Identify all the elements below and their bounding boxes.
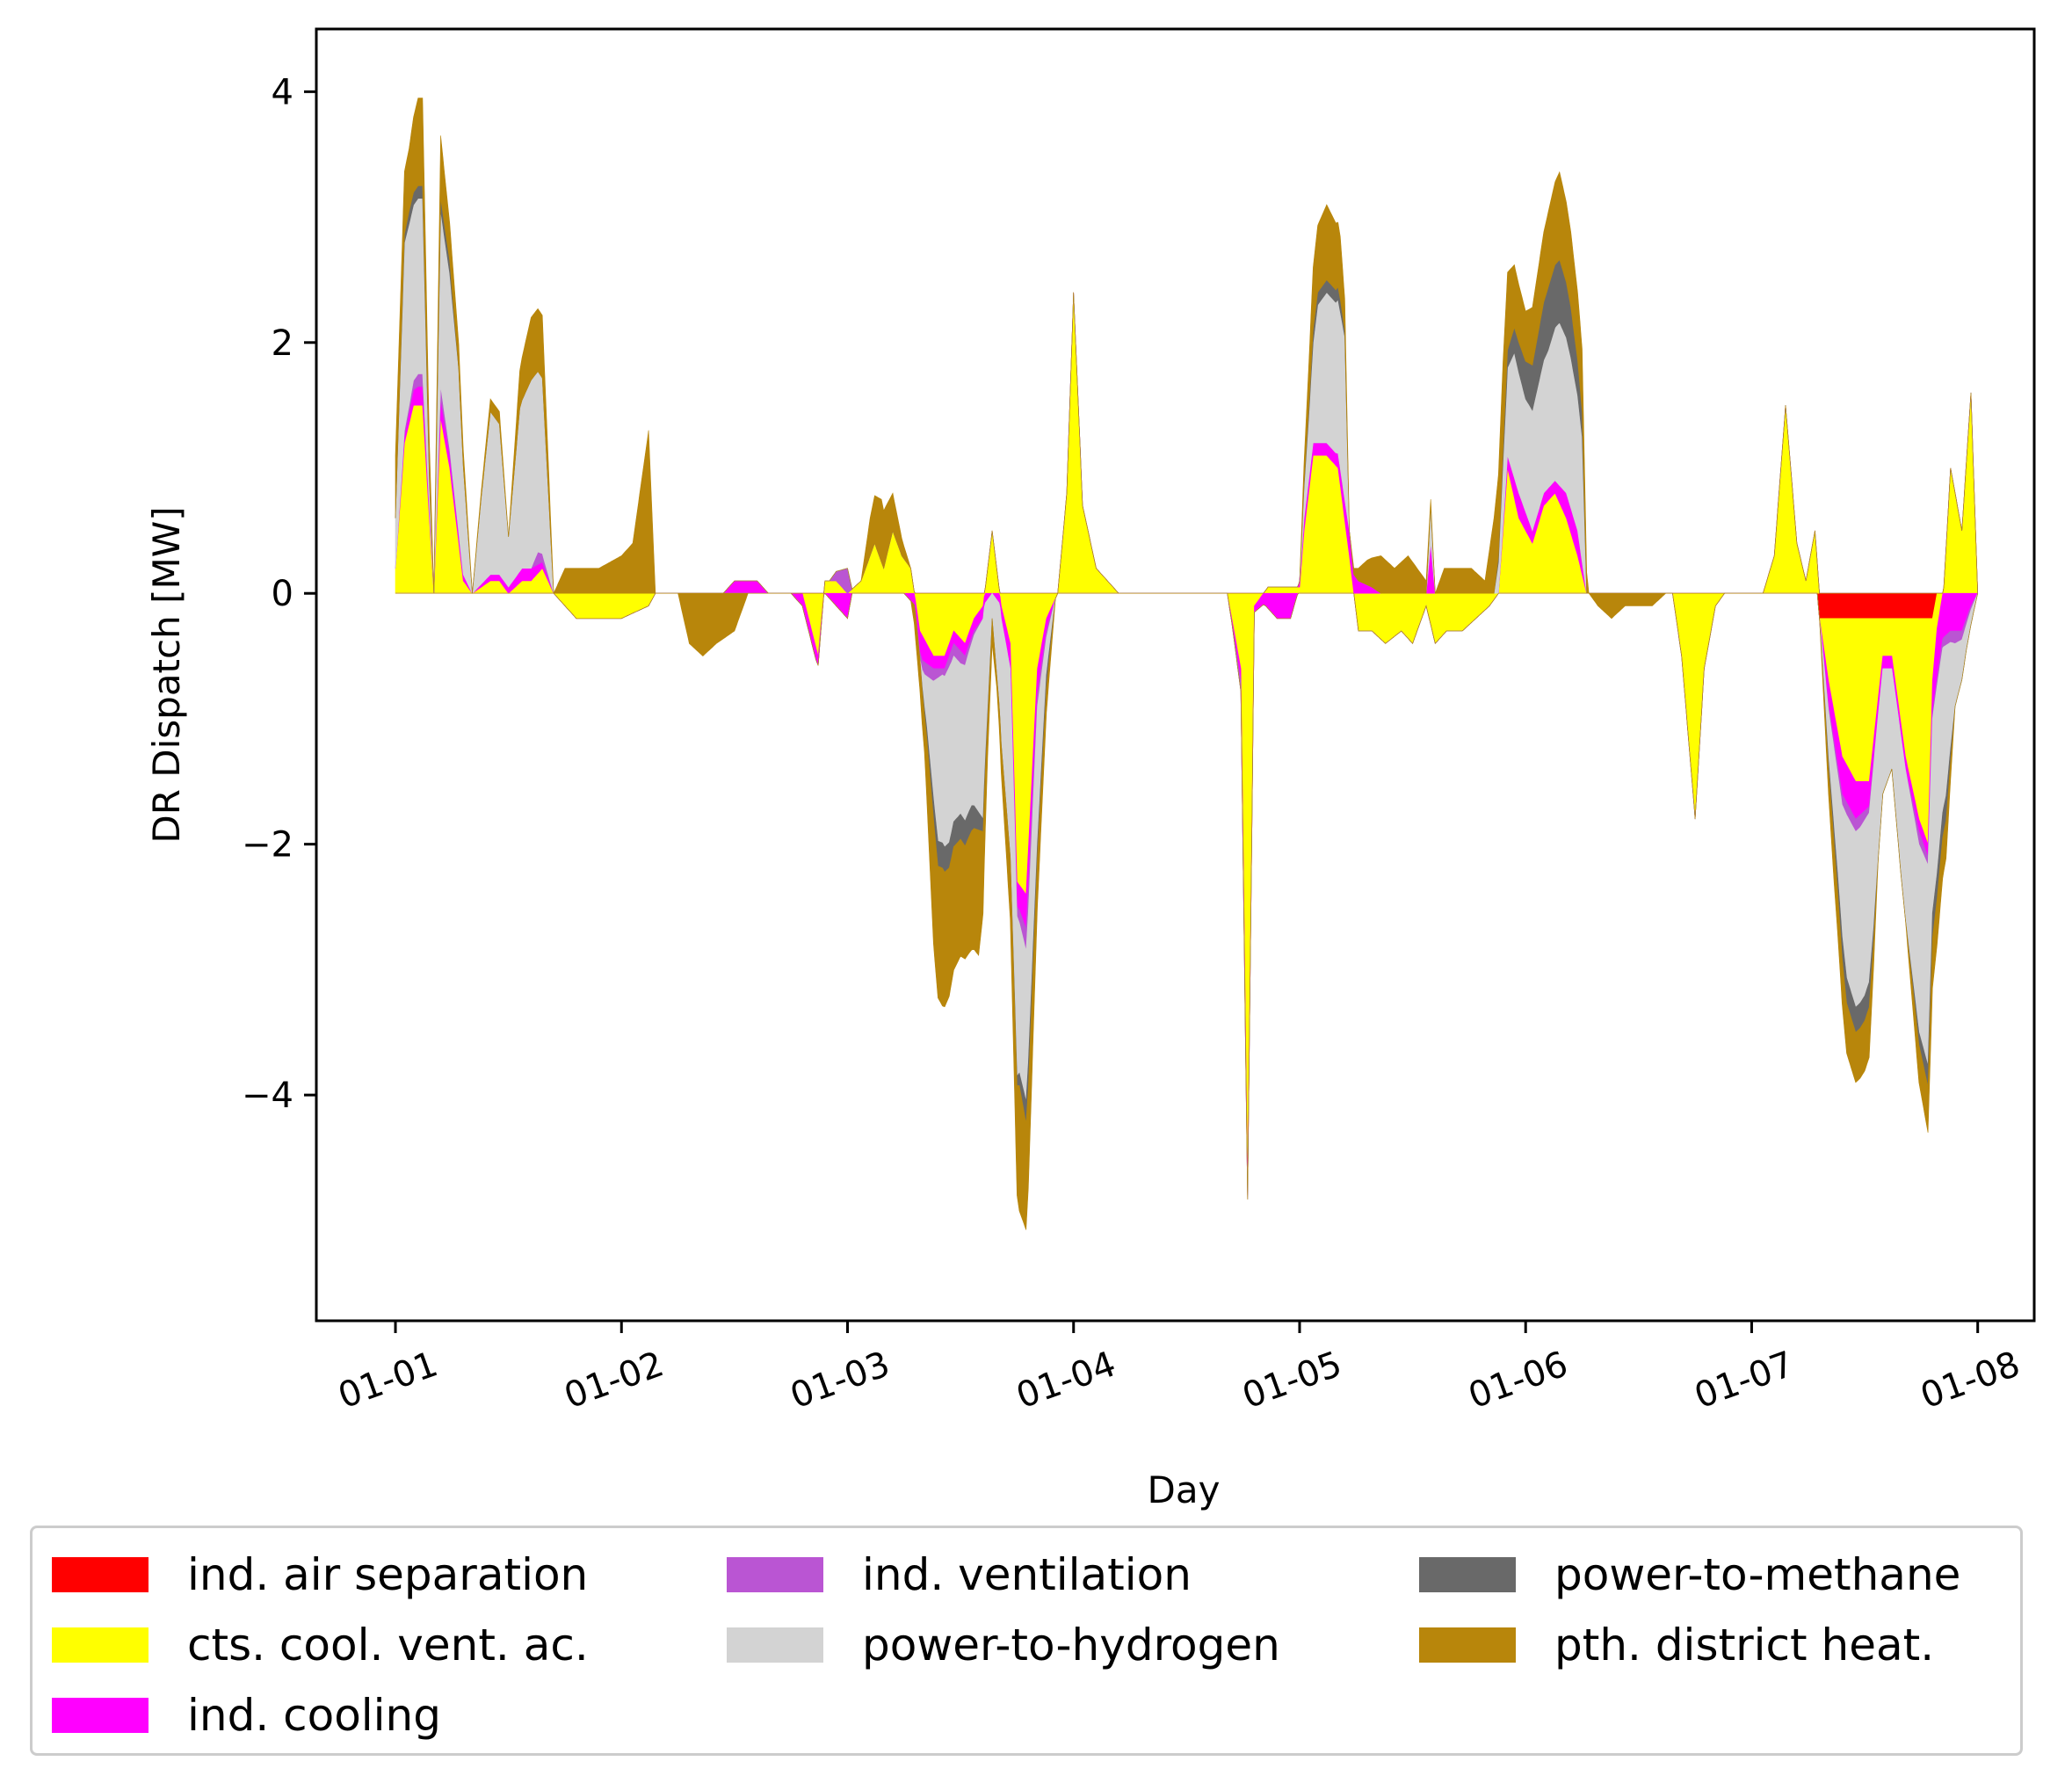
legend-swatch (1419, 1557, 1516, 1592)
area-pth-district-heat-neg (395, 592, 1978, 1230)
legend-item-pth-district-heat: pth. district heat. (1419, 1620, 1934, 1671)
x-axis-ticks: 01-01 01-02 01-03 01-04 01-05 01-06 01-07 01-08 (333, 1321, 2025, 1417)
area-ind-cooling-neg (395, 592, 1979, 1196)
x-tick-label: 01-06 (1463, 1344, 1573, 1417)
legend-item-ind-air-separation: ind. air separation (52, 1549, 588, 1600)
legend-swatch (52, 1627, 149, 1663)
legend-item-ind-cooling: ind. cooling (52, 1690, 441, 1741)
area-pth-district-heat-pos (395, 98, 1978, 594)
x-axis-title: Day (1148, 1468, 1221, 1511)
area-ind-ventilation-neg (395, 592, 1978, 1200)
y-tick-label: 2 (272, 323, 293, 364)
legend-label: ind. air separation (187, 1549, 589, 1600)
x-tick-label: 01-07 (1690, 1344, 1800, 1417)
legend-swatch (727, 1557, 823, 1592)
legend-item-power-to-hydrogen: power-to-hydrogen (727, 1620, 1280, 1671)
stacked-area-layer (395, 98, 1979, 1230)
legend-label: ind. cooling (187, 1690, 441, 1741)
dr-dispatch-chart: 01-01 01-02 01-03 01-04 01-05 01-06 01-07 01-08… (145, 27, 2036, 1511)
legend-item-ind-ventilation: ind. ventilation (727, 1549, 1192, 1600)
legend-label: pth. district heat. (1554, 1620, 1935, 1671)
legend-item-cts-cool-vent-ac: cts. cool. vent. ac. (52, 1620, 589, 1671)
x-tick-label: 01-01 (333, 1344, 443, 1417)
area-cts-cool-vent-ac-neg (395, 592, 1978, 1184)
legend-swatch (52, 1698, 149, 1733)
plot-frame (315, 27, 2036, 1323)
y-tick-label: −2 (242, 825, 293, 866)
legend-label: power-to-methane (1554, 1549, 1961, 1600)
x-tick-label: 01-02 (559, 1344, 669, 1417)
chart-legend: ind. air separation cts. cool. vent. ac.… (30, 1526, 2023, 1756)
y-axis-title: DR Dispatch [MW] (145, 506, 188, 843)
y-axis-ticks: −4 −2 0 2 4 (242, 72, 316, 1116)
area-power-to-hydrogen-pos (395, 198, 1978, 594)
legend-label: power-to-hydrogen (862, 1620, 1280, 1671)
y-tick-label: −4 (242, 1076, 293, 1116)
x-tick-label: 01-05 (1237, 1344, 1347, 1417)
y-tick-label: 4 (272, 72, 293, 112)
area-power-to-methane-pos (395, 185, 1978, 594)
y-tick-label: 0 (272, 574, 293, 614)
legend-label: cts. cool. vent. ac. (187, 1620, 589, 1671)
x-tick-label: 01-04 (1011, 1344, 1121, 1417)
area-power-to-hydrogen-neg (395, 592, 1978, 1200)
legend-label: ind. ventilation (862, 1549, 1192, 1600)
legend-item-power-to-methane: power-to-methane (1419, 1549, 1960, 1600)
legend-swatch (727, 1627, 823, 1663)
legend-swatch (1419, 1627, 1516, 1663)
x-tick-label: 01-08 (1916, 1344, 2025, 1417)
x-tick-label: 01-03 (786, 1344, 895, 1417)
area-power-to-methane-neg (395, 592, 1978, 1200)
legend-swatch (52, 1557, 149, 1592)
